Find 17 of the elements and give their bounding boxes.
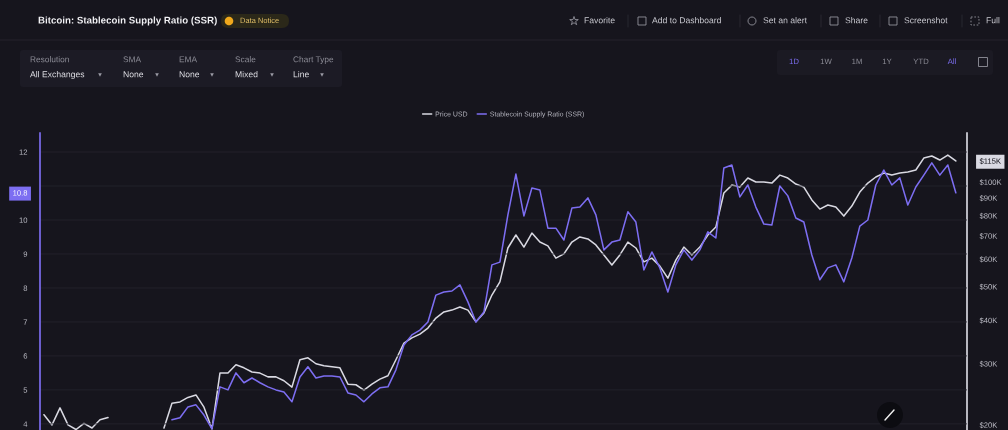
text: Add to Dashboard [652, 16, 721, 24]
text: Favorite [584, 16, 615, 24]
chart-title: Bitcoin: Stablecoin Supply Ratio (SSR) [38, 16, 217, 26]
text: Screenshot [904, 16, 948, 24]
text: Line [293, 70, 309, 78]
text: EMA [179, 56, 198, 63]
text: Share [845, 16, 868, 24]
text: Resolution [30, 56, 69, 63]
text: SMA [123, 56, 142, 63]
text: All Exchanges [30, 70, 85, 80]
text: None [179, 71, 200, 78]
text: Full [986, 16, 1000, 24]
text: Scale [235, 56, 256, 63]
text: None [123, 71, 144, 78]
text: Mixed [235, 70, 258, 78]
text: Set an alert [763, 16, 807, 24]
text: Chart Type [293, 56, 334, 64]
